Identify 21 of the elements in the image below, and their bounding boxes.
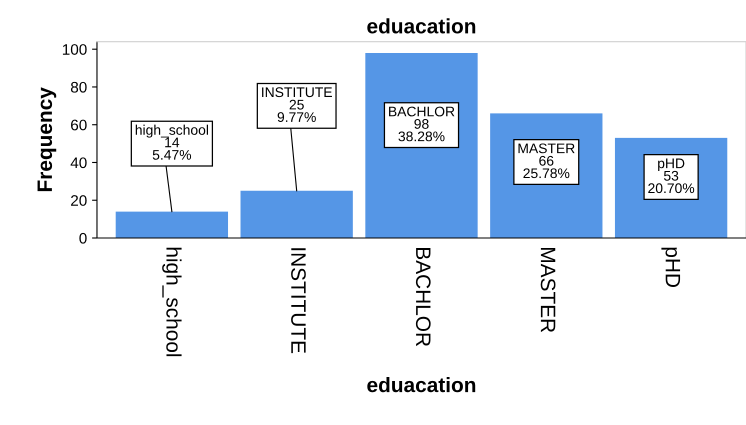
data-label: pHD 53 20.70%: [648, 158, 694, 194]
data-label: high_school 14 5.47%: [136, 124, 208, 160]
x-tick-label: pHD: [661, 248, 680, 288]
x-tick-label: BACHLOR: [416, 248, 431, 346]
y-tick-label: 0: [79, 232, 87, 244]
y-tick-label: 60: [71, 120, 87, 130]
y-axis-title: Frequency: [38, 87, 56, 192]
y-tick-label: 100: [62, 44, 87, 55]
chart-title: eduacation: [367, 18, 476, 34]
bar: [116, 212, 228, 238]
x-tick-label: high_school: [162, 248, 182, 356]
y-tick-label: 80: [70, 82, 87, 93]
data-label: BACHLOR 98 38.28%: [389, 106, 454, 142]
x-tick-label: MASTER: [540, 248, 556, 332]
bar: [240, 190, 353, 238]
y-tick-label: 20: [71, 195, 87, 206]
x-axis-title: eduacation: [367, 376, 476, 392]
data-label: INSTITUTE 25 9.77%: [262, 87, 332, 122]
data-label: MASTER 66 25.78%: [518, 143, 575, 178]
y-tick-label: 40: [70, 157, 87, 168]
x-tick-label: INSTITUTE: [291, 248, 306, 354]
